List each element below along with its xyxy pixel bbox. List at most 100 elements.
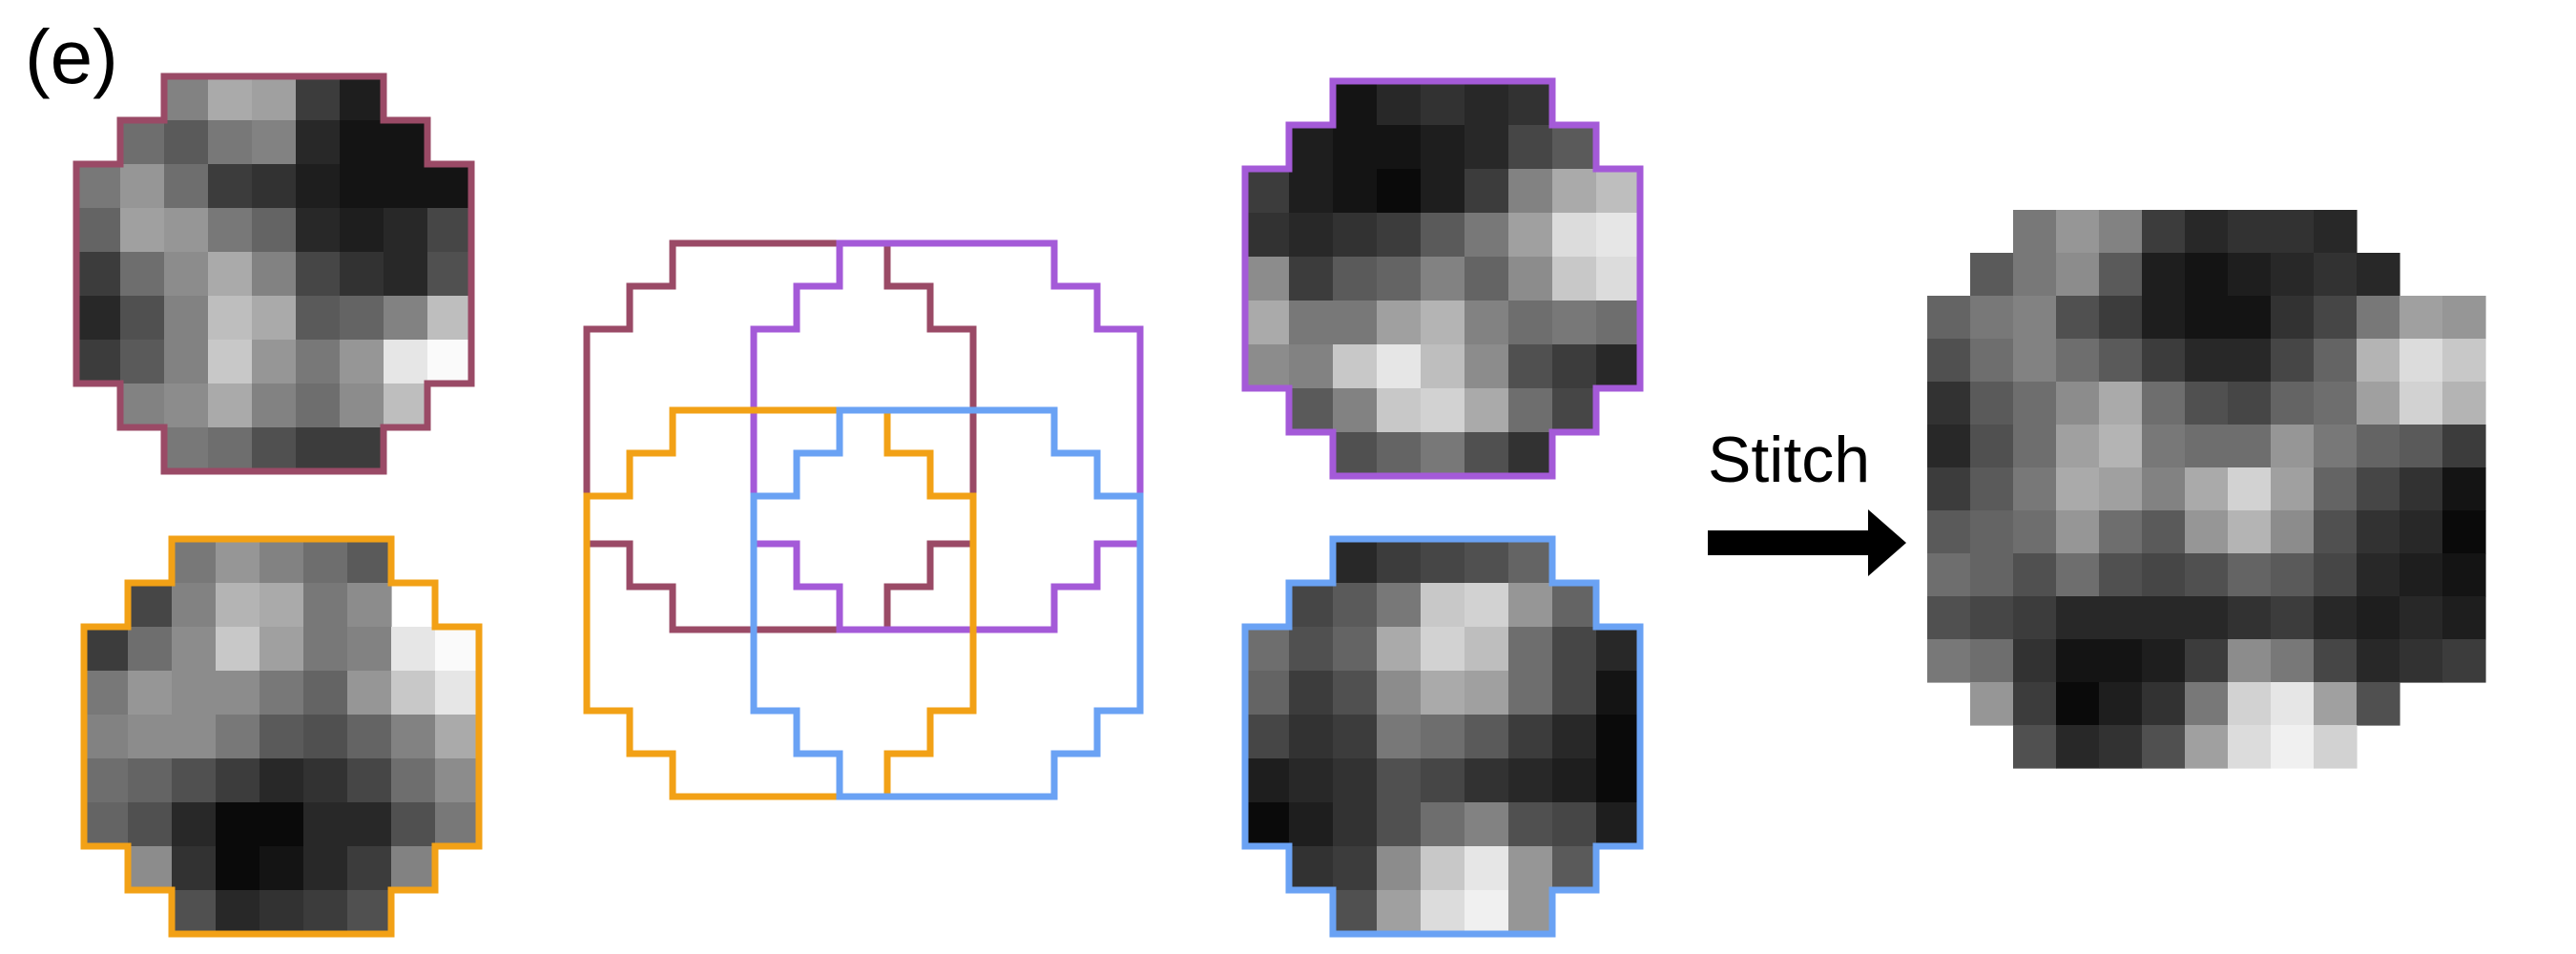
- pixel: [340, 427, 384, 472]
- pixel: [1377, 344, 1422, 389]
- pixel: [347, 627, 392, 672]
- stitched-pixel: [2185, 682, 2229, 726]
- pixel: [1596, 213, 1641, 258]
- stitched-pixel: [2013, 296, 2057, 340]
- stitched-pixel: [2013, 467, 2057, 511]
- pixel: [1333, 846, 1378, 891]
- stitched-pixel: [2056, 639, 2100, 683]
- pixel: [303, 583, 348, 628]
- stitched-pixel: [2228, 510, 2272, 554]
- pixel: [1421, 802, 1465, 847]
- pixel: [208, 208, 253, 253]
- pixel: [1377, 802, 1422, 847]
- stitched-pixel: [2271, 210, 2315, 254]
- stitched-pixel: [2056, 596, 2100, 640]
- stitched-pixel: [2185, 253, 2229, 297]
- pixel: [1245, 169, 1290, 214]
- pixel: [1596, 715, 1641, 759]
- pixel: [296, 76, 341, 121]
- pixel: [1333, 213, 1378, 258]
- pixel: [340, 340, 384, 384]
- pixel: [303, 846, 348, 891]
- stitched-pixel: [2314, 596, 2358, 640]
- stitched-pixel: [2099, 425, 2143, 468]
- pixel: [1333, 627, 1378, 672]
- pixel: [1377, 539, 1422, 584]
- pixel: [1333, 802, 1378, 847]
- pixel: [1333, 344, 1378, 389]
- pixel: [1465, 432, 1509, 477]
- pixel: [1377, 301, 1422, 345]
- stitched-pixel: [2185, 425, 2229, 468]
- pixel: [260, 758, 304, 803]
- panel-label: (e): [25, 14, 118, 99]
- stitched-pixel: [1970, 467, 2014, 511]
- stitched-pixel: [2056, 682, 2100, 726]
- pixel: [208, 76, 253, 121]
- pixel: [252, 252, 297, 297]
- pixel: [76, 252, 121, 297]
- stitched-pixel: [2399, 467, 2443, 511]
- pixel: [1465, 758, 1509, 803]
- stitched-pixel: [1927, 510, 1971, 554]
- stitched-pixel: [1927, 553, 1971, 597]
- stitched-pixel: [2185, 596, 2229, 640]
- stitched-pixel: [2271, 725, 2315, 769]
- pixel: [296, 120, 341, 165]
- patch-blue-border: [1241, 535, 1644, 938]
- stitched-pixel: [2357, 253, 2400, 297]
- stitched-pixel: [2271, 425, 2315, 468]
- pixel: [208, 120, 253, 165]
- pixel: [340, 76, 384, 121]
- stitched-pixel: [2099, 682, 2143, 726]
- stitched-pixel: [2185, 382, 2229, 425]
- stitched-pixel: [1927, 639, 1971, 683]
- stitched-pixel: [2142, 382, 2186, 425]
- pixel: [76, 340, 121, 384]
- stitch-arrow: [1708, 509, 1906, 576]
- pixel: [84, 715, 129, 759]
- pixel: [391, 758, 436, 803]
- patch-purple-border: [1241, 77, 1644, 480]
- pixel: [1289, 213, 1334, 258]
- pixel: [1508, 715, 1553, 759]
- pixel: [435, 627, 480, 672]
- pixel: [260, 802, 304, 847]
- pixel: [84, 671, 129, 716]
- pixel: [1465, 583, 1509, 628]
- stitched-pixel: [2228, 296, 2272, 340]
- pixel: [252, 208, 297, 253]
- pixel: [391, 715, 436, 759]
- pixel: [1465, 344, 1509, 389]
- pixel: [1333, 432, 1378, 477]
- pixel: [296, 164, 341, 209]
- pixel: [120, 252, 165, 297]
- stitched-pixel: [2442, 425, 2486, 468]
- pixel: [1377, 257, 1422, 301]
- stitched-pixel: [2271, 553, 2315, 597]
- outline-blue: [750, 406, 1144, 800]
- stitched-pixel: [2314, 682, 2358, 726]
- pixel: [1465, 627, 1509, 672]
- stitched-pixel: [2013, 210, 2057, 254]
- pixel: [1245, 802, 1290, 847]
- pixel: [164, 120, 209, 165]
- stitched-pixel: [2099, 382, 2143, 425]
- pixel: [260, 671, 304, 716]
- patch-maroon-border: [73, 73, 475, 475]
- pixel: [1552, 583, 1597, 628]
- stitched-pixel: [2228, 467, 2272, 511]
- pixel: [1596, 758, 1641, 803]
- pixel: [216, 583, 260, 628]
- stitched-pixel: [2399, 596, 2443, 640]
- pixel: [1508, 627, 1553, 672]
- stitched-pixel: [2099, 553, 2143, 597]
- pixel: [120, 340, 165, 384]
- pixel: [252, 427, 297, 472]
- pixel: [340, 120, 384, 165]
- stitched-pixel: [2013, 382, 2057, 425]
- pixel: [1289, 388, 1334, 433]
- pixel: [1508, 81, 1553, 126]
- stitched-pixel: [2442, 382, 2486, 425]
- stitched-pixel: [2399, 382, 2443, 425]
